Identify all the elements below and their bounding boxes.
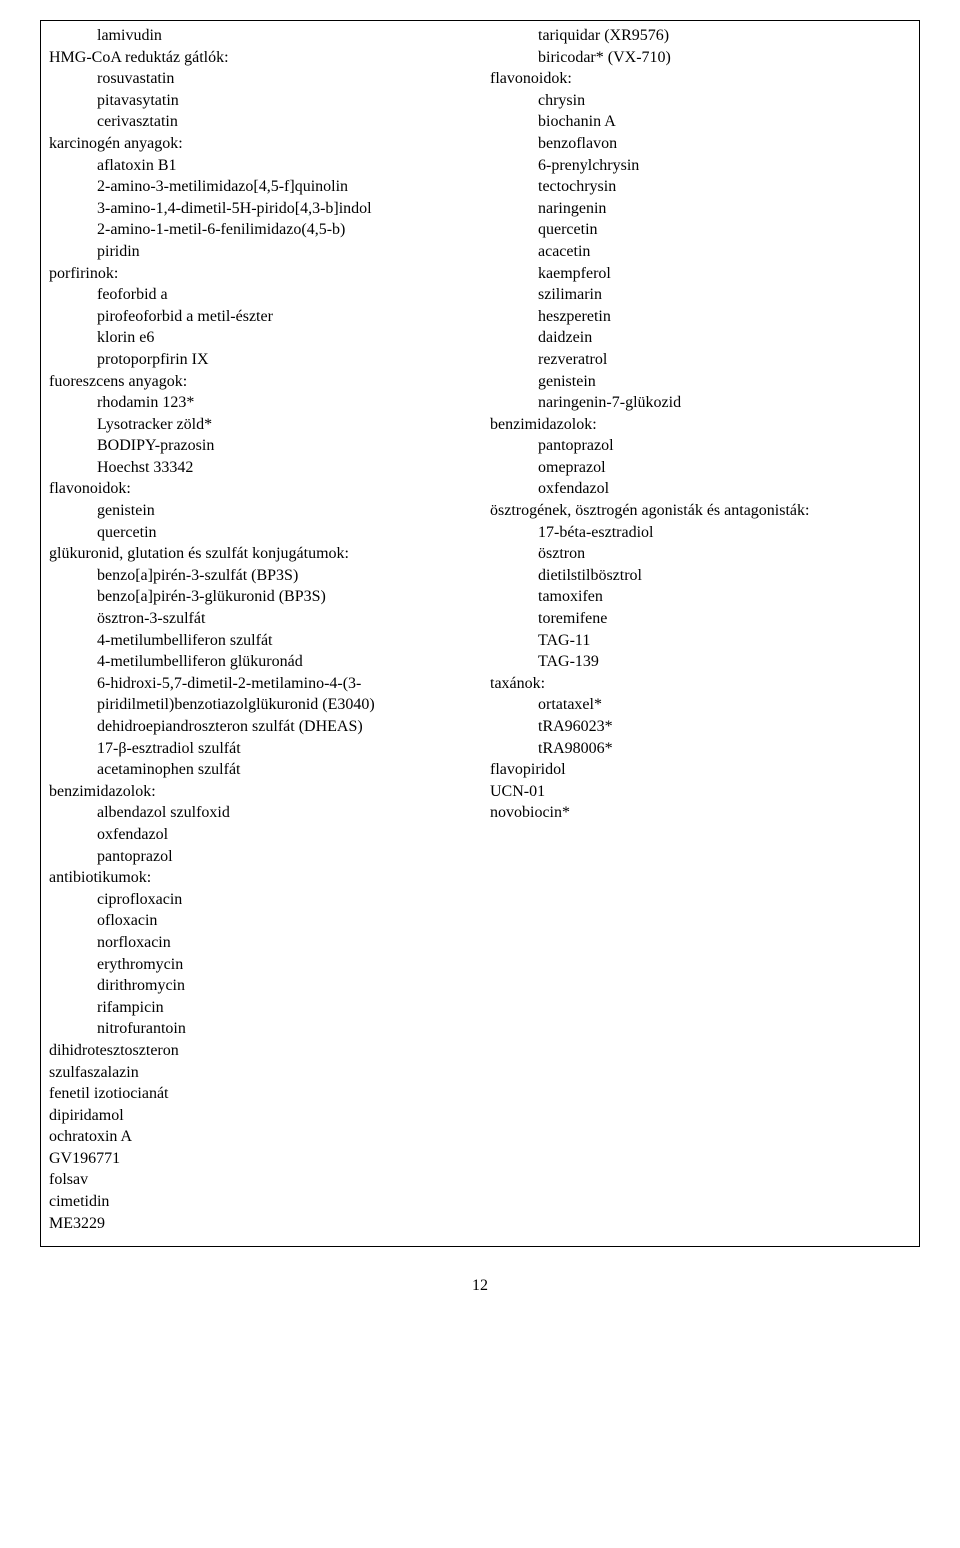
- list-item: ochratoxin A: [49, 1126, 470, 1148]
- list-item: ortataxel*: [490, 694, 911, 716]
- list-item: albendazol szulfoxid: [49, 802, 470, 824]
- list-item: biricodar* (VX-710): [490, 47, 911, 69]
- list-item: pitavasytatin: [49, 90, 470, 112]
- list-item: cimetidin: [49, 1191, 470, 1213]
- list-item: naringenin-7-glükozid: [490, 392, 911, 414]
- list-item: 17-β-esztradiol szulfát: [49, 738, 470, 760]
- list-item: piridin: [49, 241, 470, 263]
- list-item: klorin e6: [49, 327, 470, 349]
- list-item: GV196771: [49, 1148, 470, 1170]
- list-item: benzo[a]pirén-3-glükuronid (BP3S): [49, 586, 470, 608]
- list-item: cerivasztatin: [49, 111, 470, 133]
- list-item: flavonoidok:: [49, 478, 470, 500]
- list-item: protoporpfirin IX: [49, 349, 470, 371]
- list-item: oxfendazol: [49, 824, 470, 846]
- list-item: 17-béta-esztradiol: [490, 522, 911, 544]
- list-item: lamivudin: [49, 25, 470, 47]
- list-item: 4-metilumbelliferon szulfát: [49, 630, 470, 652]
- list-item: Lysotracker zöld*: [49, 414, 470, 436]
- list-item: dipiridamol: [49, 1105, 470, 1127]
- list-item: feoforbid a: [49, 284, 470, 306]
- list-item: aflatoxin B1: [49, 155, 470, 177]
- list-item: genistein: [49, 500, 470, 522]
- list-item: daidzein: [490, 327, 911, 349]
- list-item: norfloxacin: [49, 932, 470, 954]
- list-item: dehidroepiandroszteron szulfát (DHEAS): [49, 716, 470, 738]
- list-item: 6-prenylchrysin: [490, 155, 911, 177]
- list-item: glükuronid, glutation és szulfát konjugá…: [49, 543, 470, 565]
- list-item: tamoxifen: [490, 586, 911, 608]
- list-item: omeprazol: [490, 457, 911, 479]
- list-item: nitrofurantoin: [49, 1018, 470, 1040]
- page-number: 12: [40, 1277, 920, 1295]
- list-item: dihidrotesztoszteron: [49, 1040, 470, 1062]
- list-item: ösztron: [490, 543, 911, 565]
- list-item: acetaminophen szulfát: [49, 759, 470, 781]
- list-item: tectochrysin: [490, 176, 911, 198]
- list-item: TAG-11: [490, 630, 911, 652]
- list-item: kaempferol: [490, 263, 911, 285]
- list-item: novobiocin*: [490, 802, 911, 824]
- list-item: HMG-CoA reduktáz gátlók:: [49, 47, 470, 69]
- list-item: BODIPY-prazosin: [49, 435, 470, 457]
- list-item: tariquidar (XR9576): [490, 25, 911, 47]
- list-item: benzimidazolok:: [490, 414, 911, 436]
- list-item: toremifene: [490, 608, 911, 630]
- list-item: folsav: [49, 1169, 470, 1191]
- list-item: genistein: [490, 371, 911, 393]
- list-item: 4-metilumbelliferon glükuronád: [49, 651, 470, 673]
- list-item: ofloxacin: [49, 910, 470, 932]
- list-item: Hoechst 33342: [49, 457, 470, 479]
- list-item: rhodamin 123*: [49, 392, 470, 414]
- list-item: ösztrogének, ösztrogén agonisták és anta…: [490, 500, 911, 522]
- list-item: 2-amino-1-metil-6-fenilimidazo(4,5-b): [49, 219, 470, 241]
- list-item: dietilstilbösztrol: [490, 565, 911, 587]
- list-item: tRA98006*: [490, 738, 911, 760]
- list-item: rosuvastatin: [49, 68, 470, 90]
- list-item: karcinogén anyagok:: [49, 133, 470, 155]
- list-item: porfirinok:: [49, 263, 470, 285]
- list-item: acacetin: [490, 241, 911, 263]
- list-item: 6-hidroxi-5,7-dimetil-2-metilamino-4-(3-: [49, 673, 470, 695]
- list-item: UCN-01: [490, 781, 911, 803]
- list-item: ciprofloxacin: [49, 889, 470, 911]
- left-column: lamivudinHMG-CoA reduktáz gátlók:rosuvas…: [49, 25, 470, 1234]
- list-item: oxfendazol: [490, 478, 911, 500]
- list-item: antibiotikumok:: [49, 867, 470, 889]
- list-item: rifampicin: [49, 997, 470, 1019]
- list-item: benzimidazolok:: [49, 781, 470, 803]
- list-item: quercetin: [490, 219, 911, 241]
- list-item: flavopiridol: [490, 759, 911, 781]
- list-item: pantoprazol: [490, 435, 911, 457]
- list-item: fuoreszcens anyagok:: [49, 371, 470, 393]
- list-item: ösztron-3-szulfát: [49, 608, 470, 630]
- list-item: benzoflavon: [490, 133, 911, 155]
- list-item: 3-amino-1,4-dimetil-5H-pirido[4,3-b]indo…: [49, 198, 470, 220]
- list-item: erythromycin: [49, 954, 470, 976]
- right-column: tariquidar (XR9576)biricodar* (VX-710)fl…: [490, 25, 911, 1234]
- list-item: biochanin A: [490, 111, 911, 133]
- list-item: TAG-139: [490, 651, 911, 673]
- list-item: benzo[a]pirén-3-szulfát (BP3S): [49, 565, 470, 587]
- content-box: lamivudinHMG-CoA reduktáz gátlók:rosuvas…: [40, 20, 920, 1247]
- list-item: tRA96023*: [490, 716, 911, 738]
- list-item: chrysin: [490, 90, 911, 112]
- list-item: ME3229: [49, 1213, 470, 1235]
- list-item: heszperetin: [490, 306, 911, 328]
- list-item: rezveratrol: [490, 349, 911, 371]
- list-item: pirofeoforbid a metil-észter: [49, 306, 470, 328]
- list-item: quercetin: [49, 522, 470, 544]
- list-item: piridilmetil)benzotiazolglükuronid (E304…: [49, 694, 470, 716]
- list-item: naringenin: [490, 198, 911, 220]
- list-item: taxánok:: [490, 673, 911, 695]
- list-item: szilimarin: [490, 284, 911, 306]
- list-item: dirithromycin: [49, 975, 470, 997]
- list-item: pantoprazol: [49, 846, 470, 868]
- list-item: fenetil izotiocianát: [49, 1083, 470, 1105]
- list-item: 2-amino-3-metilimidazo[4,5-f]quinolin: [49, 176, 470, 198]
- list-item: flavonoidok:: [490, 68, 911, 90]
- list-item: szulfaszalazin: [49, 1062, 470, 1084]
